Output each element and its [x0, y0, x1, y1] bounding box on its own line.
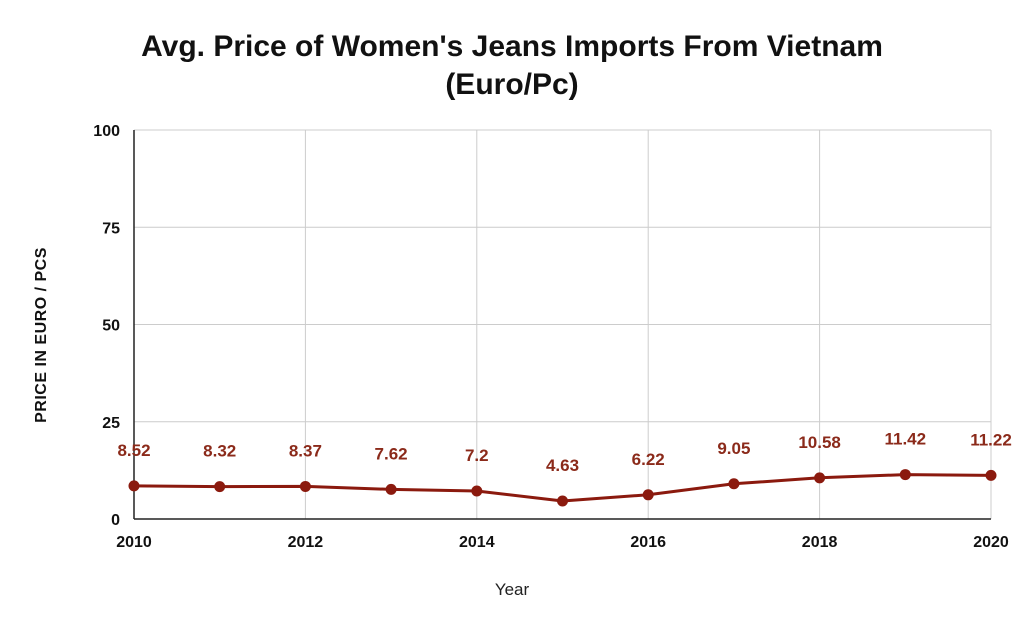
data-label: 9.05: [717, 439, 750, 458]
x-tick-label: 2018: [802, 534, 838, 551]
data-point: [814, 472, 826, 484]
data-label: 11.22: [970, 430, 1012, 449]
data-label: 7.2: [465, 446, 489, 465]
data-label: 7.62: [375, 444, 408, 463]
x-tick-label: 2012: [288, 534, 324, 551]
y-tick-label: 25: [102, 415, 120, 432]
data-label: 8.32: [203, 442, 236, 461]
data-label: 10.58: [798, 433, 841, 452]
data-label: 8.37: [289, 441, 322, 460]
data-point: [557, 495, 568, 507]
data-label: 4.63: [546, 456, 579, 475]
x-axis-label: Year: [494, 580, 530, 599]
data-label: 8.52: [117, 441, 150, 460]
data-label: 11.42: [884, 430, 926, 449]
y-tick-label: 100: [93, 123, 120, 140]
x-tick-label: 2010: [116, 534, 152, 551]
y-tick-label: 75: [102, 220, 120, 237]
data-point: [642, 489, 654, 501]
data-point: [728, 478, 740, 490]
x-tick-label: 2020: [973, 534, 1009, 551]
y-tick-label: 0: [111, 512, 120, 529]
data-point: [385, 483, 397, 495]
data-label: 6.22: [632, 450, 665, 469]
data-point: [985, 469, 997, 481]
x-tick-label: 2016: [630, 534, 666, 551]
x-tick-label: 2014: [459, 534, 495, 551]
chart-title-line-2: (Euro/Pc): [445, 68, 579, 101]
chart-title: Avg. Price of Women's Jeans Imports From…: [0, 28, 1024, 104]
data-point: [214, 481, 226, 493]
data-point: [471, 485, 483, 497]
chart-title-line-1: Avg. Price of Women's Jeans Imports From…: [141, 30, 883, 63]
data-point: [128, 480, 140, 492]
y-tick-label: 50: [102, 318, 120, 335]
data-point: [299, 480, 311, 492]
data-point: [899, 469, 911, 481]
